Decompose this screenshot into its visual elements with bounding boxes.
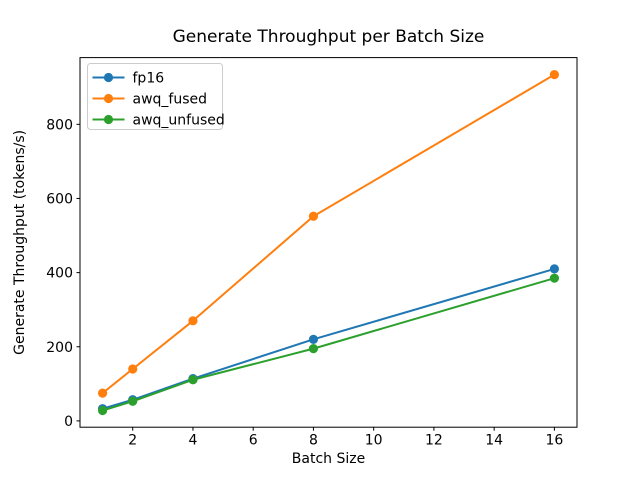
data-point-awq_unfused-x8 (308, 344, 319, 354)
x-tick-label: 12 (425, 433, 443, 449)
x-axis-label: Batch Size (292, 451, 365, 467)
y-axis-label: Generate Throughput (tokens/s) (12, 130, 28, 355)
x-tick-label: 14 (485, 433, 503, 449)
x-tick-label: 16 (545, 433, 563, 449)
data-point-fp16-x8 (308, 334, 319, 344)
legend-label-awq_unfused: awq_unfused (133, 113, 225, 129)
data-point-awq_fused-x1 (97, 388, 108, 398)
y-tick-label: 600 (46, 191, 73, 207)
y-tick-label: 800 (46, 117, 73, 133)
x-tick-label: 10 (365, 433, 383, 449)
data-point-awq_unfused-x4 (188, 375, 198, 385)
y-tick-label: 0 (64, 414, 73, 430)
data-point-awq_fused-x4 (188, 316, 198, 326)
legend-box (87, 63, 223, 130)
x-tick-label: 8 (309, 433, 318, 449)
data-point-awq_fused-x16 (549, 70, 560, 80)
data-point-awq_unfused-x16 (549, 273, 560, 283)
legend-marker-icon-awq_fused (103, 93, 114, 104)
legend-label-fp16: fp16 (133, 71, 165, 87)
data-point-fp16-x16 (549, 264, 560, 274)
y-tick-label: 200 (46, 340, 73, 356)
legend-marker-icon-awq_unfused (103, 114, 114, 125)
legend-label-awq_fused: awq_fused (133, 92, 208, 108)
x-tick-label: 4 (188, 433, 197, 449)
y-tick-label: 400 (46, 266, 73, 282)
series-line-awq_unfused (101, 277, 556, 412)
data-point-awq_unfused-x1 (97, 405, 108, 416)
axes-spines (79, 57, 578, 428)
x-tick-label: 2 (128, 433, 137, 449)
data-point-awq_fused-x8 (308, 211, 319, 221)
data-point-awq_unfused-x2 (128, 396, 138, 406)
data-point-awq_fused-x2 (128, 364, 138, 374)
legend-marker-icon-fp16 (103, 72, 114, 83)
x-tick-label: 6 (249, 433, 258, 449)
chart-title: Generate Throughput per Batch Size (173, 27, 485, 47)
